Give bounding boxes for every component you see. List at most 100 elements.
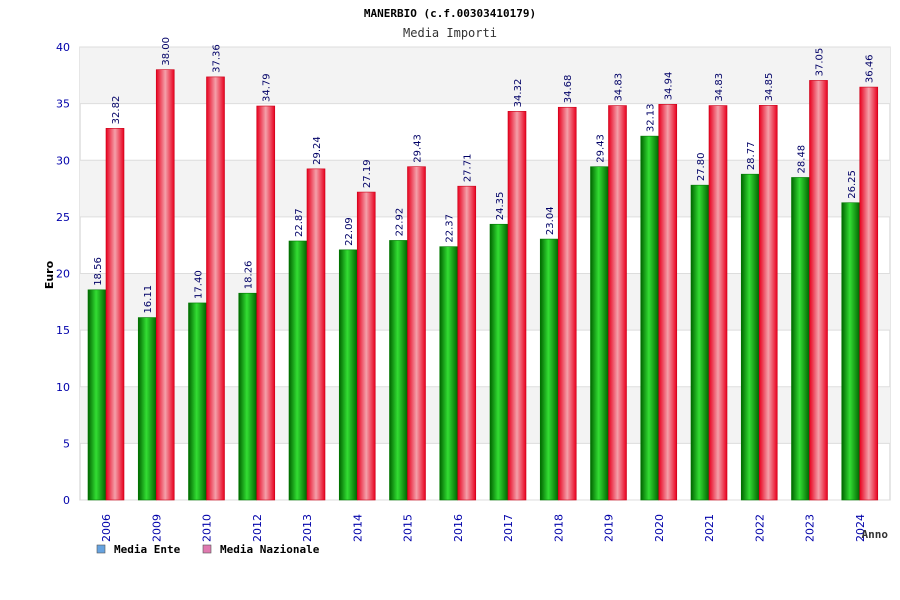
bar-media-ente [188, 302, 207, 501]
bar-media-nazionale [105, 128, 125, 501]
bar-media-nazionale [256, 105, 276, 501]
y-tick-label: 25 [56, 211, 70, 224]
y-axis: 0 5 10 15 20 25 30 35 40 [56, 41, 70, 507]
y-axis-label: Euro [43, 260, 56, 289]
bar-media-ente [288, 240, 308, 501]
bar-media-ente [338, 249, 358, 501]
bar-media-ente [740, 173, 760, 501]
data-label: 23.04 [545, 206, 556, 235]
data-label: 26.25 [847, 170, 858, 199]
chart-title: MANERBIO (c.f.00303410179) [364, 7, 536, 20]
bar-media-ente [590, 166, 609, 501]
data-label: 27.19 [362, 159, 373, 188]
legend-label: Media Ente [114, 543, 181, 556]
bar-media-ente [791, 177, 810, 501]
data-label: 34.85 [764, 73, 775, 102]
data-label: 29.24 [312, 136, 323, 165]
y-tick-label: 5 [63, 437, 70, 450]
data-label: 22.09 [344, 217, 355, 246]
bar-media-ente [640, 135, 660, 501]
bar-media-ente [389, 240, 408, 501]
data-label: 24.35 [495, 192, 506, 221]
legend: Media Ente Media Nazionale [96, 543, 320, 556]
bar-media-nazionale [758, 105, 778, 501]
data-label: 16.11 [143, 285, 154, 314]
x-tick-label: 2018 [552, 514, 565, 542]
data-label: 32.13 [646, 103, 657, 132]
bar-media-nazionale [708, 105, 728, 501]
y-tick-label: 15 [56, 324, 70, 337]
data-label: 28.77 [746, 142, 757, 171]
bar-media-nazionale [658, 104, 678, 501]
bar-media-nazionale [356, 191, 376, 501]
x-tick-label: 2022 [753, 514, 766, 542]
x-tick-label: 2019 [603, 514, 616, 542]
bar-media-nazionale [809, 80, 828, 501]
data-label: 38.00 [161, 37, 172, 66]
data-label: 34.79 [262, 73, 273, 102]
x-tick-label: 2015 [402, 514, 415, 542]
x-axis-label: Anno [862, 528, 889, 541]
legend-label: Media Nazionale [220, 543, 320, 556]
data-label: 37.05 [815, 48, 826, 77]
legend-swatch [96, 544, 106, 554]
bar-media-ente [489, 223, 509, 501]
bar-media-nazionale [306, 168, 326, 501]
x-tick-label: 2013 [301, 514, 314, 542]
bar-media-ente [238, 292, 258, 501]
data-label: 18.26 [244, 261, 255, 290]
data-label: 28.48 [797, 145, 808, 174]
x-axis: 2006 2009 2010 2012 2013 2014 2015 2016 2017 2018… [100, 514, 867, 542]
data-label: 37.36 [212, 44, 223, 73]
data-label: 22.87 [294, 208, 305, 237]
y-tick-label: 10 [56, 381, 70, 394]
x-tick-label: 2014 [351, 514, 364, 542]
bar-media-nazionale [608, 105, 627, 501]
data-label: 34.83 [714, 73, 725, 102]
data-label: 22.92 [395, 208, 406, 237]
bar-media-ente [841, 202, 861, 501]
data-label: 22.37 [445, 214, 456, 243]
y-tick-label: 40 [56, 41, 70, 54]
x-tick-label: 2012 [251, 514, 264, 542]
bar-media-nazionale [206, 76, 225, 501]
x-tick-label: 2017 [502, 514, 515, 542]
data-label: 34.32 [513, 79, 524, 108]
y-tick-label: 0 [63, 494, 70, 507]
data-label: 27.80 [696, 153, 707, 182]
data-label: 17.40 [194, 270, 205, 299]
data-label: 34.68 [563, 75, 574, 104]
bar-media-ente [87, 289, 107, 501]
bar-media-nazionale [457, 185, 477, 501]
data-label: 32.82 [111, 96, 122, 125]
x-tick-label: 2024 [854, 514, 867, 542]
data-label: 34.83 [614, 73, 625, 102]
x-tick-label: 2016 [452, 514, 465, 542]
y-tick-label: 35 [56, 98, 70, 111]
bar-media-nazionale [859, 86, 879, 501]
bar-media-ente [539, 238, 559, 501]
bar-media-ente [439, 246, 459, 501]
data-label: 36.46 [865, 54, 876, 83]
data-label: 29.43 [596, 134, 607, 163]
y-tick-label: 30 [56, 154, 70, 167]
bar-media-ente [137, 317, 157, 501]
x-tick-label: 2020 [653, 514, 666, 542]
data-label: 27.71 [463, 154, 474, 183]
bar-media-ente [690, 184, 710, 501]
y-tick-label: 20 [56, 268, 70, 281]
x-tick-label: 2009 [150, 514, 163, 542]
chart-subtitle: Media Importi [403, 26, 497, 40]
bars: 18.56 32.82 16.11 38.00 17.40 37.36 18.26 34.79… [87, 37, 879, 501]
data-label: 18.56 [93, 257, 104, 286]
x-tick-label: 2021 [703, 514, 716, 542]
data-label: 34.94 [664, 72, 675, 101]
bar-media-nazionale [155, 69, 175, 501]
bar-media-nazionale [557, 106, 577, 501]
data-label: 29.43 [413, 134, 424, 163]
x-tick-label: 2006 [100, 514, 113, 542]
legend-swatch [202, 544, 212, 554]
bar-media-nazionale [507, 111, 527, 501]
bar-media-nazionale [407, 166, 426, 501]
